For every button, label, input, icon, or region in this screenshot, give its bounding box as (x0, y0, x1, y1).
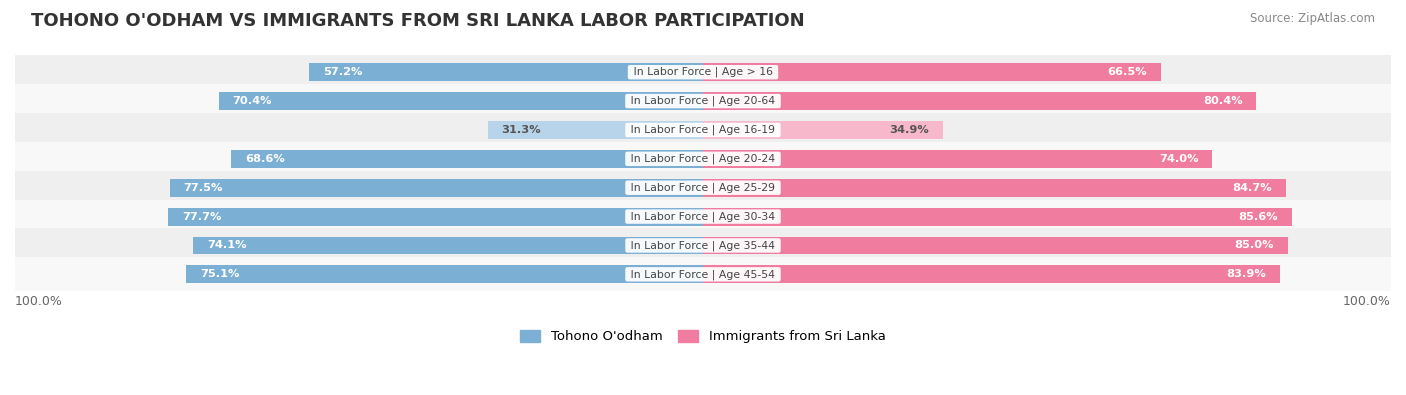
Text: 85.6%: 85.6% (1239, 212, 1278, 222)
Bar (15, 142, 1391, 176)
Text: 31.3%: 31.3% (502, 125, 541, 135)
Text: In Labor Force | Age > 16: In Labor Force | Age > 16 (630, 67, 776, 77)
Bar (219, 92, 703, 110)
Text: 66.5%: 66.5% (1107, 67, 1147, 77)
Bar (703, 121, 943, 139)
Bar (703, 150, 1212, 168)
Bar (309, 63, 703, 81)
Text: Source: ZipAtlas.com: Source: ZipAtlas.com (1250, 12, 1375, 25)
Bar (15, 171, 1391, 205)
Text: 100.0%: 100.0% (1343, 295, 1391, 308)
Text: 57.2%: 57.2% (323, 67, 363, 77)
Text: 85.0%: 85.0% (1234, 241, 1274, 250)
Bar (703, 237, 1288, 254)
Bar (15, 228, 1391, 262)
Bar (703, 92, 1256, 110)
Text: In Labor Force | Age 16-19: In Labor Force | Age 16-19 (627, 125, 779, 135)
Bar (15, 84, 1391, 118)
Bar (15, 55, 1391, 89)
Text: 100.0%: 100.0% (15, 295, 63, 308)
Text: 83.9%: 83.9% (1226, 269, 1267, 279)
Text: 75.1%: 75.1% (200, 269, 239, 279)
Text: 74.1%: 74.1% (207, 241, 246, 250)
Bar (488, 121, 703, 139)
Text: 68.6%: 68.6% (245, 154, 284, 164)
Legend: Tohono O'odham, Immigrants from Sri Lanka: Tohono O'odham, Immigrants from Sri Lank… (520, 330, 886, 343)
Bar (15, 199, 1391, 233)
Text: 70.4%: 70.4% (232, 96, 271, 106)
Bar (169, 208, 703, 226)
Bar (703, 179, 1285, 197)
Bar (15, 113, 1391, 147)
Text: In Labor Force | Age 45-54: In Labor Force | Age 45-54 (627, 269, 779, 280)
Text: In Labor Force | Age 35-44: In Labor Force | Age 35-44 (627, 240, 779, 251)
Text: 74.0%: 74.0% (1159, 154, 1198, 164)
Text: In Labor Force | Age 30-34: In Labor Force | Age 30-34 (627, 211, 779, 222)
Text: TOHONO O'ODHAM VS IMMIGRANTS FROM SRI LANKA LABOR PARTICIPATION: TOHONO O'ODHAM VS IMMIGRANTS FROM SRI LA… (31, 12, 804, 30)
Bar (703, 208, 1292, 226)
Text: 80.4%: 80.4% (1202, 96, 1243, 106)
Text: In Labor Force | Age 20-24: In Labor Force | Age 20-24 (627, 154, 779, 164)
Bar (703, 265, 1281, 283)
Bar (15, 257, 1391, 292)
Bar (170, 179, 703, 197)
Text: In Labor Force | Age 25-29: In Labor Force | Age 25-29 (627, 182, 779, 193)
Text: 84.7%: 84.7% (1232, 183, 1272, 193)
Text: In Labor Force | Age 20-64: In Labor Force | Age 20-64 (627, 96, 779, 106)
Bar (193, 237, 703, 254)
Bar (187, 265, 703, 283)
Text: 77.5%: 77.5% (184, 183, 224, 193)
Text: 77.7%: 77.7% (183, 212, 222, 222)
Bar (703, 63, 1160, 81)
Bar (231, 150, 703, 168)
Text: 34.9%: 34.9% (890, 125, 929, 135)
